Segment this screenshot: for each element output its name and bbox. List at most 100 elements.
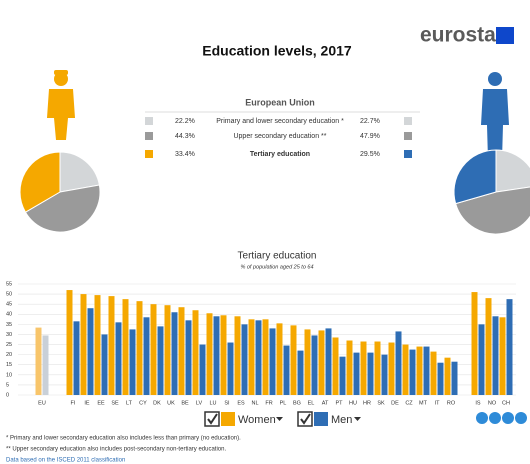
bar bbox=[150, 304, 157, 395]
x-tick-label: PT bbox=[335, 400, 343, 406]
man-figure bbox=[481, 72, 509, 160]
y-tick-label: 55 bbox=[6, 281, 12, 287]
bar bbox=[444, 357, 451, 395]
bar bbox=[255, 320, 262, 395]
legend-label: Women bbox=[238, 414, 276, 426]
bar bbox=[367, 352, 374, 395]
bar bbox=[80, 294, 87, 395]
bar bbox=[451, 361, 458, 395]
footnote: ** Upper secondary education also includ… bbox=[6, 447, 226, 453]
bar bbox=[339, 356, 346, 395]
legend-label: Men bbox=[331, 414, 352, 426]
bar bbox=[87, 308, 94, 395]
bar bbox=[409, 349, 416, 395]
table-value: 29.5% bbox=[360, 151, 380, 158]
x-tick-label: LT bbox=[126, 400, 133, 406]
bar bbox=[492, 316, 499, 395]
table-value: 33.4% bbox=[175, 151, 195, 158]
bar bbox=[241, 324, 248, 395]
x-tick-label: EU bbox=[38, 400, 46, 406]
woman-figure bbox=[47, 70, 75, 140]
bar bbox=[248, 319, 255, 395]
bar bbox=[360, 341, 367, 395]
bar bbox=[290, 325, 297, 395]
x-tick-label: SE bbox=[111, 400, 119, 406]
bar bbox=[297, 350, 304, 395]
legend[interactable]: Women Men bbox=[204, 411, 361, 427]
bar bbox=[101, 334, 108, 395]
table-swatch bbox=[145, 132, 153, 140]
pie-slice bbox=[24, 184, 101, 233]
bar bbox=[94, 295, 101, 395]
bar bbox=[311, 335, 318, 395]
bar bbox=[506, 299, 513, 395]
chart-title: Tertiary education bbox=[238, 251, 317, 262]
table-swatch bbox=[145, 117, 153, 125]
bar bbox=[353, 352, 360, 395]
y-tick-label: 15 bbox=[6, 362, 12, 368]
title: Education levels, 2017 bbox=[202, 43, 352, 59]
x-tick-label: FR bbox=[265, 400, 272, 406]
x-tick-label: ES bbox=[237, 400, 245, 406]
bar bbox=[227, 342, 234, 395]
bar bbox=[388, 342, 395, 395]
bar bbox=[402, 344, 409, 395]
x-tick-label: MT bbox=[419, 400, 428, 406]
bar bbox=[178, 307, 185, 395]
bar bbox=[164, 305, 171, 395]
bar bbox=[73, 321, 80, 395]
table-swatch bbox=[145, 150, 153, 158]
pie-slice bbox=[59, 151, 100, 193]
bar bbox=[283, 345, 290, 395]
x-tick-label: CY bbox=[139, 400, 147, 406]
x-tick-label: RO bbox=[447, 400, 456, 406]
table-swatch bbox=[404, 117, 412, 125]
x-tick-label: HU bbox=[349, 400, 357, 406]
x-tick-label: IE bbox=[84, 400, 90, 406]
table-label: Primary and lower secondary education * bbox=[216, 118, 344, 125]
x-tick-label: CH bbox=[502, 400, 510, 406]
x-tick-label: LU bbox=[209, 400, 216, 406]
bar bbox=[115, 322, 122, 395]
bar bbox=[381, 354, 388, 395]
bar bbox=[332, 337, 339, 395]
bar bbox=[262, 319, 269, 395]
bar bbox=[325, 328, 332, 395]
bar bbox=[213, 316, 220, 395]
bar bbox=[129, 329, 136, 395]
bar bbox=[430, 351, 437, 395]
bar bbox=[395, 331, 402, 395]
footnote: Data based on the ISCED 2011 classificat… bbox=[6, 458, 125, 464]
bar bbox=[185, 320, 192, 395]
bar bbox=[416, 346, 423, 395]
share-buttons[interactable] bbox=[476, 412, 527, 424]
x-tick-label: EE bbox=[97, 400, 105, 406]
logo: eurostat bbox=[420, 24, 503, 47]
table-value: 22.7% bbox=[360, 118, 380, 125]
bar bbox=[276, 323, 283, 395]
y-tick-label: 35 bbox=[6, 322, 12, 328]
y-tick-label: 45 bbox=[6, 302, 12, 308]
x-tick-label: BE bbox=[181, 400, 189, 406]
x-tick-label: BG bbox=[293, 400, 301, 406]
table-value: 44.3% bbox=[175, 133, 195, 140]
bar bbox=[136, 301, 143, 395]
bar bbox=[374, 341, 381, 395]
table-label: Tertiary education bbox=[250, 151, 310, 158]
bar bbox=[66, 290, 73, 395]
x-tick-label: SK bbox=[377, 400, 385, 406]
bar bbox=[346, 340, 353, 395]
pie-slice bbox=[19, 151, 61, 213]
table-value: 47.9% bbox=[360, 133, 380, 140]
bar bbox=[423, 346, 430, 395]
y-tick-label: 10 bbox=[6, 372, 12, 378]
bar bbox=[220, 315, 227, 395]
bar bbox=[157, 326, 164, 395]
y-tick-label: 30 bbox=[6, 332, 12, 338]
bar bbox=[471, 292, 478, 395]
x-tick-label: AT bbox=[322, 400, 329, 406]
eu-flag bbox=[496, 27, 514, 44]
x-tick-label: IS bbox=[475, 400, 481, 406]
x-tick-label: DE bbox=[391, 400, 399, 406]
y-tick-label: 25 bbox=[6, 342, 12, 348]
